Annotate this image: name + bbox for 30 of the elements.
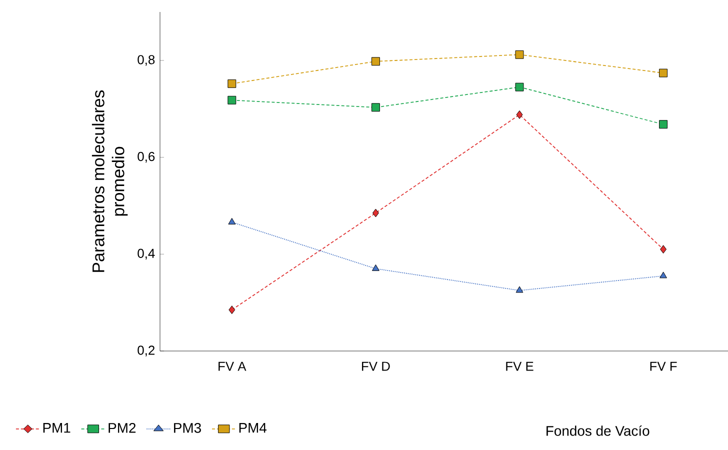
point bbox=[372, 264, 380, 271]
point bbox=[659, 68, 668, 78]
y-tick-label: 0,8 bbox=[138, 55, 155, 66]
point bbox=[371, 57, 380, 66]
point bbox=[660, 245, 667, 254]
point bbox=[228, 306, 236, 314]
x-tick-label: FV D bbox=[362, 362, 390, 371]
x-axis-title: Fondos de Vacío bbox=[546, 425, 650, 436]
legend-label: PM4 bbox=[239, 423, 266, 433]
point bbox=[515, 82, 524, 92]
point bbox=[372, 208, 379, 218]
x-tick-label: FV A bbox=[218, 362, 246, 371]
legend-label: PM3 bbox=[174, 422, 201, 433]
point bbox=[371, 103, 380, 112]
y-tick-label: 0,2 bbox=[138, 346, 154, 356]
point bbox=[516, 286, 524, 293]
legend-label: PM2 bbox=[108, 422, 136, 433]
y-axis-title: Parametros moleculares promedio bbox=[92, 90, 128, 272]
point bbox=[228, 96, 236, 104]
point bbox=[659, 120, 668, 129]
y-tick-label: 0,6 bbox=[138, 152, 155, 163]
point bbox=[660, 272, 667, 278]
y-tick-label: 0,4 bbox=[138, 248, 155, 260]
point bbox=[516, 110, 523, 119]
legend-label: PM1 bbox=[43, 423, 70, 433]
x-tick-label: FV E bbox=[506, 362, 534, 371]
x-tick-label: FV F bbox=[650, 362, 677, 371]
point bbox=[515, 50, 524, 59]
point bbox=[228, 218, 236, 224]
point bbox=[228, 79, 236, 88]
